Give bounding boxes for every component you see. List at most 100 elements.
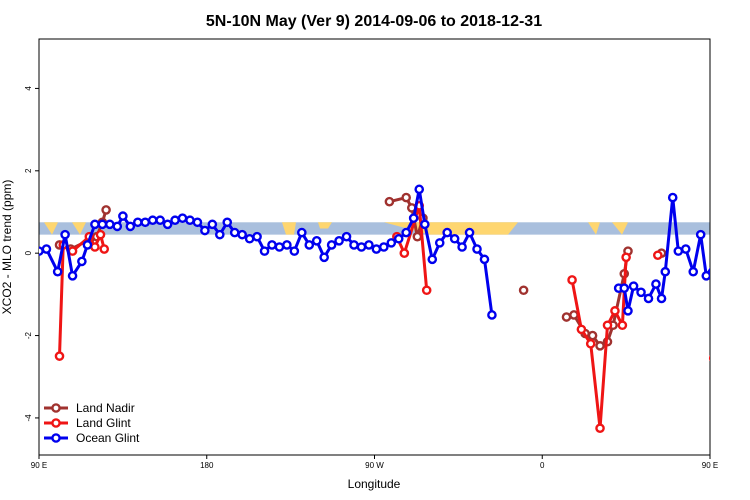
series-2-point-1-9 bbox=[667, 192, 678, 203]
series-2 bbox=[39, 184, 739, 320]
series-2-point-0-4 bbox=[67, 271, 78, 281]
series-2-point-0-53 bbox=[427, 254, 438, 265]
series-2-point-0-33 bbox=[282, 240, 292, 250]
series-2-point-0-24 bbox=[214, 229, 225, 240]
series-2-point-1-18 bbox=[732, 221, 739, 228]
series-2-point-0-17 bbox=[162, 219, 173, 230]
series-2-point-0-40 bbox=[334, 236, 344, 246]
series-2-point-0-29 bbox=[252, 231, 262, 242]
series-0-point-1-0 bbox=[384, 196, 395, 207]
series-1-point-2-3 bbox=[595, 423, 605, 434]
series-2-point-0-22 bbox=[200, 225, 210, 236]
series-1-point-1-1 bbox=[399, 248, 410, 258]
land-mask bbox=[44, 222, 628, 235]
series-0-point-0-5 bbox=[101, 205, 111, 215]
series-2-point-0-26 bbox=[229, 227, 240, 238]
series-2-point-0-3 bbox=[60, 229, 70, 240]
series-2-point-0-27 bbox=[237, 229, 247, 240]
legend-label-0: Land Nadir bbox=[76, 401, 135, 415]
series-2-point-0-12 bbox=[125, 221, 136, 232]
series-2-point-0-25 bbox=[222, 217, 233, 228]
series-2-point-1-8 bbox=[660, 266, 671, 277]
series-1-point-0-5 bbox=[95, 229, 106, 240]
series-2-point-0-1 bbox=[41, 244, 52, 254]
series-2-point-0-50 bbox=[408, 213, 419, 223]
series-2-point-1-1 bbox=[619, 283, 630, 293]
series-1-point-2-4 bbox=[602, 320, 613, 331]
series-2-point-0-39 bbox=[326, 240, 337, 250]
series-0-point-1-3 bbox=[412, 231, 423, 242]
series-2-point-0-61 bbox=[487, 310, 497, 320]
series-1-line-4 bbox=[714, 235, 750, 359]
x-tick-label-0: 90 E bbox=[31, 461, 47, 470]
land-shape-1 bbox=[282, 222, 296, 235]
series-1-point-4-0 bbox=[708, 355, 710, 362]
series-2-point-0-7 bbox=[90, 219, 100, 230]
series-0-line-5 bbox=[716, 210, 750, 249]
series-2-point-0-19 bbox=[177, 213, 188, 223]
series-2-point-0-21 bbox=[192, 217, 203, 228]
series-0-point-2-0 bbox=[518, 285, 529, 296]
land-shape-4 bbox=[72, 222, 86, 235]
series-0-point-3-4 bbox=[595, 341, 605, 351]
series-1 bbox=[54, 201, 750, 434]
series-2-point-0-41 bbox=[341, 231, 352, 242]
series-2-point-0-34 bbox=[289, 246, 300, 256]
land-shape-2 bbox=[318, 222, 332, 229]
series-2-point-1-13 bbox=[695, 229, 706, 240]
series-2-point-0-47 bbox=[386, 238, 397, 248]
x-tick-label-4: 90 E bbox=[702, 461, 718, 470]
series-1-point-2-6 bbox=[617, 320, 628, 331]
series-2-line-1 bbox=[618, 196, 710, 313]
land-shape-3 bbox=[44, 222, 58, 235]
series-0-point-3-0 bbox=[561, 312, 572, 322]
land-shape-0 bbox=[384, 222, 518, 235]
series-2-point-1-10 bbox=[673, 246, 684, 256]
series-2-point-0-52 bbox=[420, 219, 430, 230]
y-tick-label-1: -2 bbox=[24, 331, 33, 339]
series-2-point-0-37 bbox=[311, 236, 322, 246]
series-2-point-0-8 bbox=[97, 219, 108, 230]
series-2-point-0-45 bbox=[371, 244, 382, 254]
series-1-point-2-7 bbox=[621, 252, 631, 263]
series-2-point-0-30 bbox=[259, 246, 270, 256]
series-0-point-5-0 bbox=[712, 241, 719, 248]
series-2-point-0-16 bbox=[155, 215, 165, 226]
series-1-point-2-0 bbox=[567, 275, 577, 285]
y-tick-label-0: -4 bbox=[24, 414, 33, 422]
x-tick-label-2: 90 W bbox=[365, 461, 384, 470]
legend-marker-0 bbox=[51, 403, 61, 413]
series-2-point-0-59 bbox=[472, 244, 482, 254]
x-tick-label-3: 0 bbox=[540, 461, 545, 470]
x-axis-label: Longitude bbox=[348, 477, 401, 491]
series-2-point-1-7 bbox=[656, 293, 667, 304]
series-2-point-0-55 bbox=[442, 227, 452, 238]
series-2-point-1-6 bbox=[651, 279, 661, 289]
series-0-point-5-2 bbox=[742, 236, 749, 243]
series-2-point-1-2 bbox=[623, 306, 633, 316]
series-1-point-1-3 bbox=[421, 285, 432, 296]
series-1-line-0 bbox=[58, 233, 106, 357]
series-2-point-0-15 bbox=[147, 215, 158, 226]
series-1-point-4-3 bbox=[742, 233, 749, 240]
series-2-point-0-20 bbox=[185, 215, 195, 226]
y-tick-label-2: 0 bbox=[24, 250, 33, 255]
series-layer bbox=[39, 184, 750, 434]
series-2-point-0-13 bbox=[132, 217, 143, 228]
series-2-point-0-9 bbox=[105, 219, 115, 230]
series-2-point-0-31 bbox=[267, 240, 277, 250]
legend-marker-2 bbox=[51, 433, 61, 443]
series-2-point-0-32 bbox=[274, 242, 285, 252]
series-1-point-0-6 bbox=[99, 244, 110, 254]
series-2-point-0-43 bbox=[356, 242, 367, 252]
series-1-point-4-1 bbox=[716, 241, 723, 248]
series-2-point-0-48 bbox=[393, 233, 404, 244]
series-1-point-2-2 bbox=[585, 338, 596, 349]
y-tick-label-3: 2 bbox=[24, 168, 33, 173]
series-2-point-0-23 bbox=[207, 219, 218, 230]
land-shape-6 bbox=[612, 222, 628, 235]
y-axis-ticks: -4 -2 0 2 4 bbox=[24, 86, 39, 422]
series-1-point-0-4 bbox=[90, 242, 100, 252]
